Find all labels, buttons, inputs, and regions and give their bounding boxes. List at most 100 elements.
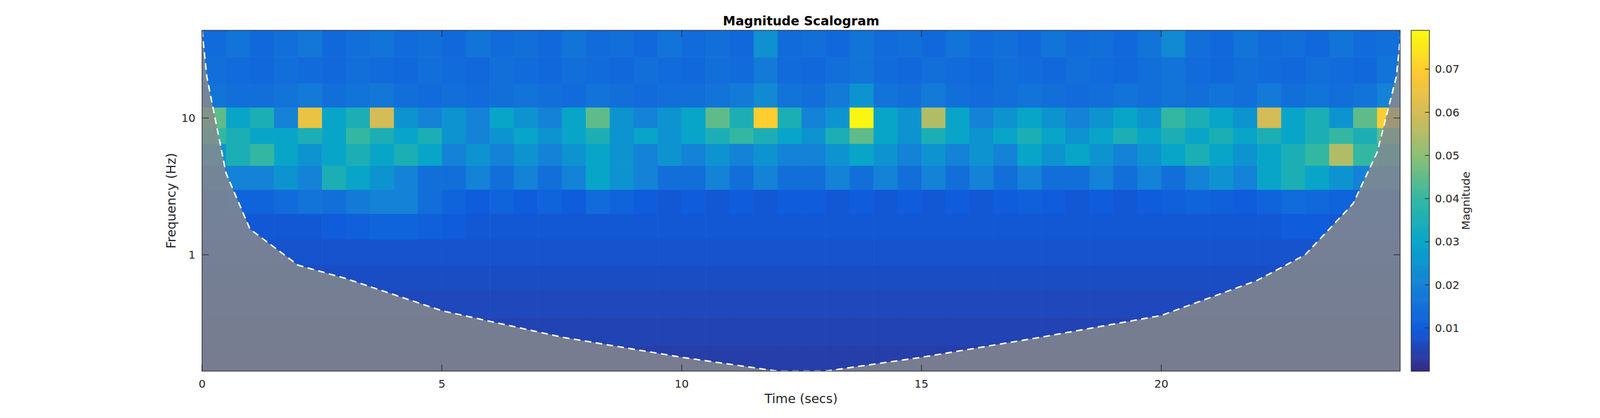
cell	[657, 56, 682, 84]
colorbar-segment	[1411, 127, 1430, 130]
colorbar-segment	[1411, 311, 1430, 315]
colorbar-segment	[1411, 67, 1430, 71]
cell	[1113, 107, 1138, 129]
cell	[1161, 189, 1186, 215]
cell	[393, 213, 418, 240]
colorbar-segment	[1411, 78, 1430, 81]
cell	[705, 128, 730, 145]
cell	[1089, 83, 1114, 108]
colorbar-segment	[1411, 344, 1430, 347]
cell	[1209, 128, 1234, 145]
cell	[801, 317, 826, 346]
cell	[921, 189, 946, 215]
plot-area	[202, 30, 1401, 372]
cell	[273, 56, 299, 84]
cell	[921, 239, 946, 266]
colorbar-segment	[1411, 332, 1430, 335]
cell	[346, 189, 371, 215]
cell	[873, 128, 898, 145]
cell	[1233, 239, 1258, 266]
cell	[514, 213, 539, 240]
cell	[753, 265, 778, 291]
cell	[465, 290, 491, 318]
cell	[897, 165, 923, 190]
cell	[1257, 83, 1282, 108]
cell	[225, 107, 251, 129]
colorbar-segment	[1411, 80, 1430, 83]
cell	[1113, 290, 1138, 318]
colorbar-segment	[1411, 246, 1430, 249]
cell	[705, 83, 730, 108]
cell	[1137, 239, 1162, 266]
cell	[1041, 265, 1066, 291]
cell	[489, 30, 515, 58]
cell	[417, 239, 443, 266]
colorbar-segment	[1411, 245, 1430, 248]
cell	[1353, 128, 1378, 145]
cell	[298, 213, 323, 240]
cell	[393, 143, 418, 166]
colorbar-segment	[1411, 308, 1430, 311]
cell	[1041, 56, 1066, 84]
cell	[441, 107, 466, 129]
cell	[465, 165, 491, 190]
colorbar-segment	[1411, 134, 1430, 137]
cell	[897, 189, 923, 215]
cell	[609, 317, 634, 346]
cell	[801, 265, 826, 291]
cell	[993, 143, 1018, 166]
colorbar-segment	[1411, 183, 1430, 187]
cell	[585, 265, 611, 291]
cell	[1089, 290, 1114, 318]
colorbar-segment	[1411, 156, 1430, 160]
cell	[321, 128, 347, 145]
cell	[777, 128, 802, 145]
cell	[1137, 128, 1162, 145]
cell	[681, 165, 707, 190]
cell	[945, 290, 970, 318]
colorbar-tick	[1424, 241, 1430, 243]
cell	[514, 165, 539, 190]
cell	[705, 290, 730, 318]
cell	[537, 56, 563, 84]
cell	[1113, 239, 1138, 266]
cell	[681, 239, 707, 266]
cell	[489, 239, 515, 266]
cell	[537, 107, 563, 129]
cell	[825, 165, 850, 190]
cell	[1185, 30, 1210, 58]
cell	[585, 239, 611, 266]
colorbar-segment	[1411, 195, 1430, 199]
cell	[489, 290, 515, 318]
cell	[897, 107, 923, 129]
cell	[1257, 107, 1282, 129]
cell	[1113, 165, 1138, 190]
cell	[825, 30, 850, 58]
colorbar-segment	[1411, 368, 1430, 371]
colorbar-segment	[1411, 349, 1430, 352]
cell	[1017, 189, 1042, 215]
cell	[585, 189, 611, 215]
cell	[753, 213, 778, 240]
cell	[849, 317, 874, 346]
cell	[1113, 189, 1138, 215]
colorbar-segment	[1411, 180, 1430, 183]
cell	[562, 265, 587, 291]
cell	[873, 213, 898, 240]
colorbar-segment	[1411, 81, 1430, 84]
cell	[250, 107, 275, 129]
colorbar-segment	[1411, 338, 1430, 342]
cell	[993, 56, 1018, 84]
cell	[825, 56, 850, 84]
cell	[1017, 213, 1042, 240]
colorbar-segment	[1411, 36, 1430, 40]
y-axis-label: Frequency (Hz)	[163, 152, 179, 249]
cell	[753, 189, 778, 215]
colorbar-segment	[1411, 335, 1430, 338]
colorbar-segment	[1411, 71, 1430, 74]
cell	[1017, 30, 1042, 58]
colorbar-tick-label: 0.03	[1434, 235, 1460, 249]
cell	[1065, 30, 1090, 58]
cell	[753, 165, 778, 190]
cell	[633, 107, 659, 129]
